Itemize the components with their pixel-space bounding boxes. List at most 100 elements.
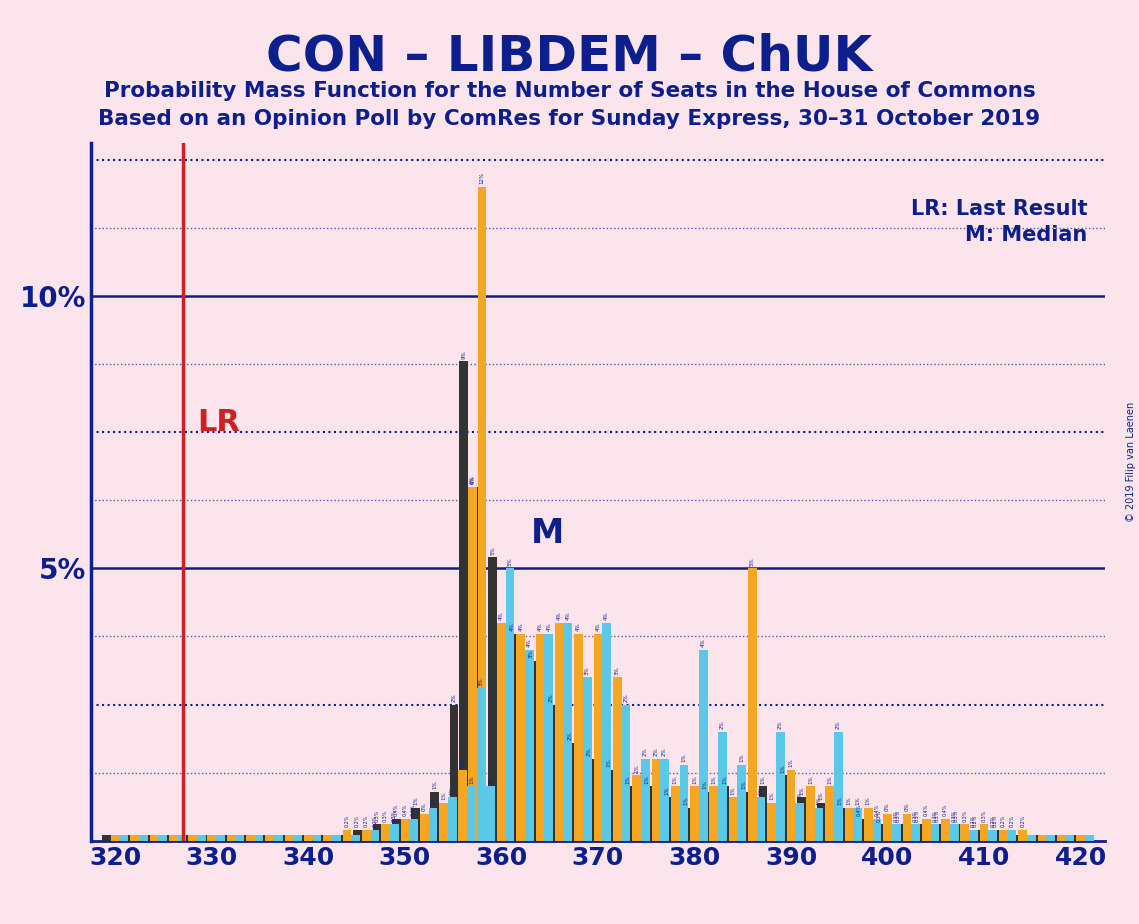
Bar — [334, 835, 343, 841]
Bar — [680, 764, 688, 841]
Bar — [952, 824, 960, 841]
Bar — [969, 830, 978, 841]
Text: 2%: 2% — [452, 693, 457, 702]
Bar — [641, 760, 649, 841]
Text: 1%: 1% — [769, 791, 775, 800]
Bar — [826, 786, 834, 841]
Text: 2%: 2% — [654, 748, 658, 757]
Bar — [468, 487, 477, 841]
Text: 0.2%: 0.2% — [363, 815, 369, 827]
Text: 5%: 5% — [749, 557, 755, 565]
Text: 0.3%: 0.3% — [876, 809, 882, 821]
Text: 4%: 4% — [604, 612, 609, 620]
Bar — [1038, 835, 1047, 841]
Bar — [661, 760, 669, 841]
Text: 0.2%: 0.2% — [992, 815, 998, 827]
Bar — [459, 770, 467, 841]
Bar — [392, 819, 401, 841]
Text: 4%: 4% — [538, 623, 542, 631]
Text: 1%: 1% — [469, 775, 474, 784]
Bar — [622, 705, 630, 841]
Text: 1%: 1% — [780, 764, 785, 772]
Text: 0.2%: 0.2% — [1001, 815, 1006, 827]
Bar — [1027, 835, 1035, 841]
Bar — [1047, 835, 1055, 841]
Bar — [544, 634, 554, 841]
Text: 1%: 1% — [817, 796, 821, 806]
Bar — [729, 797, 737, 841]
Bar — [1066, 835, 1074, 841]
Bar — [555, 623, 564, 841]
Text: 1%: 1% — [606, 759, 612, 767]
Bar — [564, 623, 573, 841]
Bar — [642, 786, 652, 841]
Bar — [603, 623, 611, 841]
Bar — [255, 835, 263, 841]
Text: 4%: 4% — [557, 612, 562, 620]
Text: 1%: 1% — [693, 775, 697, 784]
Bar — [508, 634, 516, 841]
Bar — [814, 808, 823, 841]
Bar — [883, 814, 892, 841]
Text: 1%: 1% — [739, 753, 744, 761]
Text: 1%: 1% — [712, 775, 716, 784]
Text: M: M — [531, 517, 564, 551]
Bar — [497, 623, 506, 841]
Text: CON – LIBDEM – ChUK: CON – LIBDEM – ChUK — [267, 32, 872, 80]
Text: 0.3%: 0.3% — [962, 809, 967, 821]
Text: 2%: 2% — [836, 721, 841, 729]
Bar — [467, 786, 476, 841]
Bar — [459, 361, 468, 841]
Bar — [323, 835, 331, 841]
Bar — [960, 824, 969, 841]
Bar — [593, 634, 603, 841]
Text: 0.4%: 0.4% — [411, 804, 416, 816]
Bar — [1048, 835, 1057, 841]
Text: 1%: 1% — [645, 775, 649, 784]
Bar — [428, 808, 437, 841]
Text: 1%: 1% — [433, 781, 437, 789]
Bar — [1057, 835, 1066, 841]
Bar — [158, 835, 167, 841]
Text: 1%: 1% — [730, 786, 736, 795]
Bar — [216, 835, 224, 841]
Text: 4%: 4% — [518, 623, 523, 631]
Bar — [469, 487, 477, 841]
Bar — [103, 835, 110, 841]
Bar — [188, 835, 197, 841]
Bar — [1018, 830, 1027, 841]
Text: 2%: 2% — [662, 748, 667, 757]
Bar — [236, 835, 244, 841]
Text: 2%: 2% — [548, 693, 554, 702]
Text: 0.3%: 0.3% — [913, 809, 918, 821]
Bar — [1085, 835, 1093, 841]
Bar — [409, 819, 418, 841]
Bar — [547, 705, 555, 841]
Text: 6%: 6% — [470, 475, 476, 484]
Bar — [921, 819, 931, 841]
Bar — [623, 786, 632, 841]
Bar — [525, 650, 534, 841]
Bar — [1008, 830, 1016, 841]
Text: 9%: 9% — [461, 350, 466, 359]
Bar — [401, 819, 409, 841]
Bar — [834, 732, 843, 841]
Bar — [797, 797, 806, 841]
Bar — [902, 814, 911, 841]
Bar — [853, 808, 862, 841]
Text: 1%: 1% — [441, 791, 446, 800]
Text: 2%: 2% — [587, 748, 592, 757]
Bar — [999, 830, 1008, 841]
Bar — [941, 819, 950, 841]
Text: 3%: 3% — [528, 650, 534, 658]
Text: 1%: 1% — [634, 764, 639, 772]
Text: 3%: 3% — [615, 666, 620, 675]
Text: 1%: 1% — [759, 786, 763, 795]
Text: 0%: 0% — [904, 802, 909, 811]
Bar — [566, 743, 574, 841]
Text: 1%: 1% — [722, 775, 727, 784]
Text: 1%: 1% — [460, 759, 466, 767]
Bar — [739, 792, 748, 841]
Text: 0.3%: 0.3% — [953, 809, 959, 821]
Text: 0.3%: 0.3% — [933, 809, 937, 821]
